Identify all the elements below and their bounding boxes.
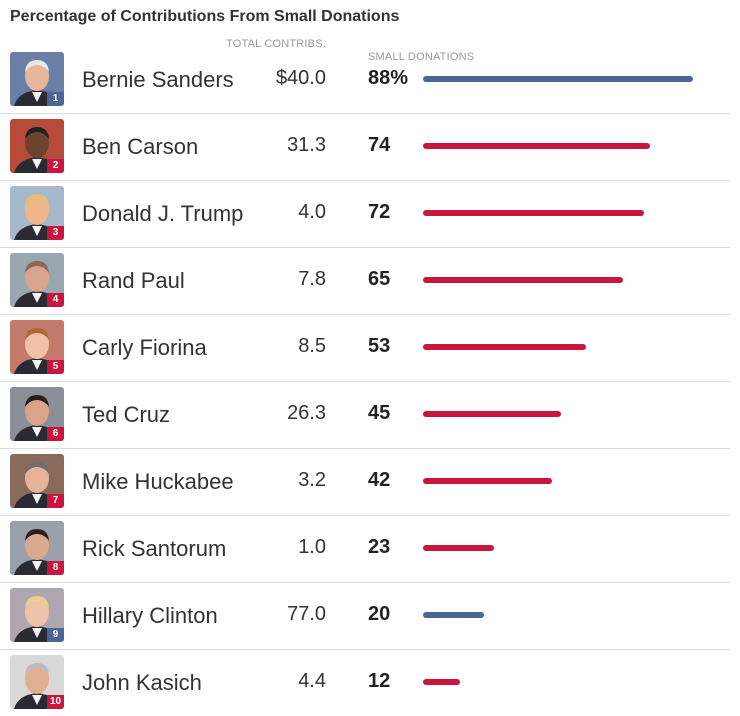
- small-donations-label: 53: [368, 335, 391, 357]
- small-donations-bar: [423, 143, 650, 149]
- small-donations-bar: [423, 277, 623, 283]
- candidate-name: John Kasich: [82, 670, 202, 695]
- candidate-name: Donald J. Trump: [82, 201, 244, 226]
- chart-title: Percentage of Contributions From Small D…: [10, 8, 400, 25]
- candidate-row: 3 Donald J. Trump 4.0 72: [0, 180, 730, 248]
- small-donations-bar: [423, 612, 484, 618]
- small-donations-label: 65: [368, 268, 391, 290]
- rank-badge: 9: [47, 628, 64, 642]
- candidate-name: Rand Paul: [82, 268, 185, 293]
- total-contribs-value: 8.5: [298, 335, 326, 357]
- small-donations-bar: [423, 478, 552, 484]
- candidate-photo: 10: [10, 655, 64, 709]
- candidate-name: Ted Cruz: [82, 402, 171, 427]
- rank-badge: 8: [47, 561, 64, 575]
- header-small-donations: SMALL DONATIONS: [368, 51, 475, 63]
- total-contribs-value: 1.0: [298, 536, 326, 558]
- small-donations-bar: [423, 545, 494, 551]
- small-donations-bar: [423, 76, 693, 82]
- candidate-photo: 8: [10, 521, 64, 575]
- rank-badge: 10: [47, 695, 64, 709]
- total-contribs-value: 31.3: [287, 134, 326, 156]
- candidate-row: 6 Ted Cruz 26.3 45: [0, 381, 730, 449]
- total-contribs-value: 26.3: [287, 402, 326, 424]
- candidate-row: 8 Rick Santorum 1.0 23: [0, 515, 730, 583]
- small-donations-bar: [423, 411, 561, 417]
- rank-badge: 3: [47, 226, 64, 240]
- candidate-name: Rick Santorum: [82, 536, 227, 561]
- small-donations-label: 12: [368, 670, 391, 692]
- candidate-photo: 7: [10, 454, 64, 508]
- candidate-photo: 4: [10, 253, 64, 307]
- small-donations-bar: [423, 344, 586, 350]
- candidate-row: 4 Rand Paul 7.8 65: [0, 247, 730, 315]
- rank-badge: 6: [47, 427, 64, 441]
- rank-badge: 5: [47, 360, 64, 374]
- candidate-name: Bernie Sanders: [82, 67, 234, 92]
- candidate-row: 5 Carly Fiorina 8.5 53: [0, 314, 730, 382]
- rank-badge: 7: [47, 494, 64, 508]
- candidate-photo: 2: [10, 119, 64, 173]
- candidate-name: Hillary Clinton: [82, 603, 218, 628]
- candidate-photo: 5: [10, 320, 64, 374]
- candidate-name: Carly Fiorina: [82, 335, 207, 360]
- small-donations-label: 23: [368, 536, 391, 558]
- small-donations-bar: [423, 679, 460, 685]
- total-contribs-value: 4.4: [298, 670, 326, 692]
- total-contribs-value: 3.2: [298, 469, 326, 491]
- candidate-photo: 1: [10, 52, 64, 106]
- candidate-row: 10 John Kasich 4.4 12: [0, 649, 730, 716]
- small-donations-label: 74: [368, 134, 391, 156]
- candidate-photo: 3: [10, 186, 64, 240]
- small-donations-label: 72: [368, 201, 391, 223]
- total-contribs-value: 7.8: [298, 268, 326, 290]
- candidate-row: 1 Bernie Sanders $40.0 88%: [0, 46, 730, 114]
- rank-badge: 4: [47, 293, 64, 307]
- small-donations-label: 88%: [368, 67, 409, 89]
- candidate-name: Ben Carson: [82, 134, 199, 159]
- candidate-photo: 6: [10, 387, 64, 441]
- candidate-photo: 9: [10, 588, 64, 642]
- small-donations-label: 45: [368, 402, 391, 424]
- small-donations-bar: [423, 210, 644, 216]
- candidate-row: 2 Ben Carson 31.3 74: [0, 113, 730, 181]
- rank-badge: 1: [47, 92, 64, 106]
- total-contribs-value: 4.0: [298, 201, 326, 223]
- rank-badge: 2: [47, 159, 64, 173]
- small-donations-label: 20: [368, 603, 391, 625]
- header-total-contribs: TOTAL CONTRIBS.: [226, 38, 326, 50]
- candidate-row: 7 Mike Huckabee 3.2 42: [0, 448, 730, 516]
- candidate-row: 9 Hillary Clinton 77.0 20: [0, 582, 730, 650]
- total-contribs-value: $40.0: [275, 67, 326, 89]
- total-contribs-value: 77.0: [287, 603, 326, 625]
- candidate-name: Mike Huckabee: [82, 469, 234, 494]
- small-donations-label: 42: [368, 469, 391, 491]
